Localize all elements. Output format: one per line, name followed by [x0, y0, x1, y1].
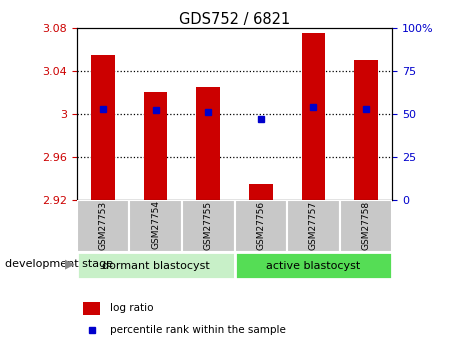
Text: log ratio: log ratio [110, 303, 154, 313]
Bar [144, 92, 167, 200]
Bar [91, 55, 115, 200]
Text: GSM27754: GSM27754 [151, 200, 160, 249]
Bar [129, 200, 182, 252]
Text: GSM27758: GSM27758 [362, 200, 371, 249]
Bar [287, 200, 340, 252]
Bar [354, 60, 378, 200]
Bar [249, 184, 273, 200]
Text: dormant blastocyst: dormant blastocyst [102, 261, 209, 270]
Text: GDS752 / 6821: GDS752 / 6821 [179, 12, 290, 27]
Text: development stage: development stage [5, 259, 113, 269]
Bar [77, 252, 235, 279]
Text: GSM27756: GSM27756 [256, 200, 265, 249]
Text: GSM27757: GSM27757 [309, 200, 318, 249]
Text: ▶: ▶ [65, 257, 75, 270]
Text: GSM27753: GSM27753 [98, 200, 107, 249]
Bar [302, 33, 325, 200]
Bar [235, 252, 392, 279]
Bar [182, 200, 235, 252]
Bar [77, 200, 129, 252]
Bar [83, 302, 100, 315]
Bar [235, 200, 287, 252]
Text: percentile rank within the sample: percentile rank within the sample [110, 325, 286, 335]
Text: active blastocyst: active blastocyst [267, 261, 360, 270]
Bar [340, 200, 392, 252]
Bar [196, 87, 220, 200]
Text: GSM27755: GSM27755 [204, 200, 213, 249]
